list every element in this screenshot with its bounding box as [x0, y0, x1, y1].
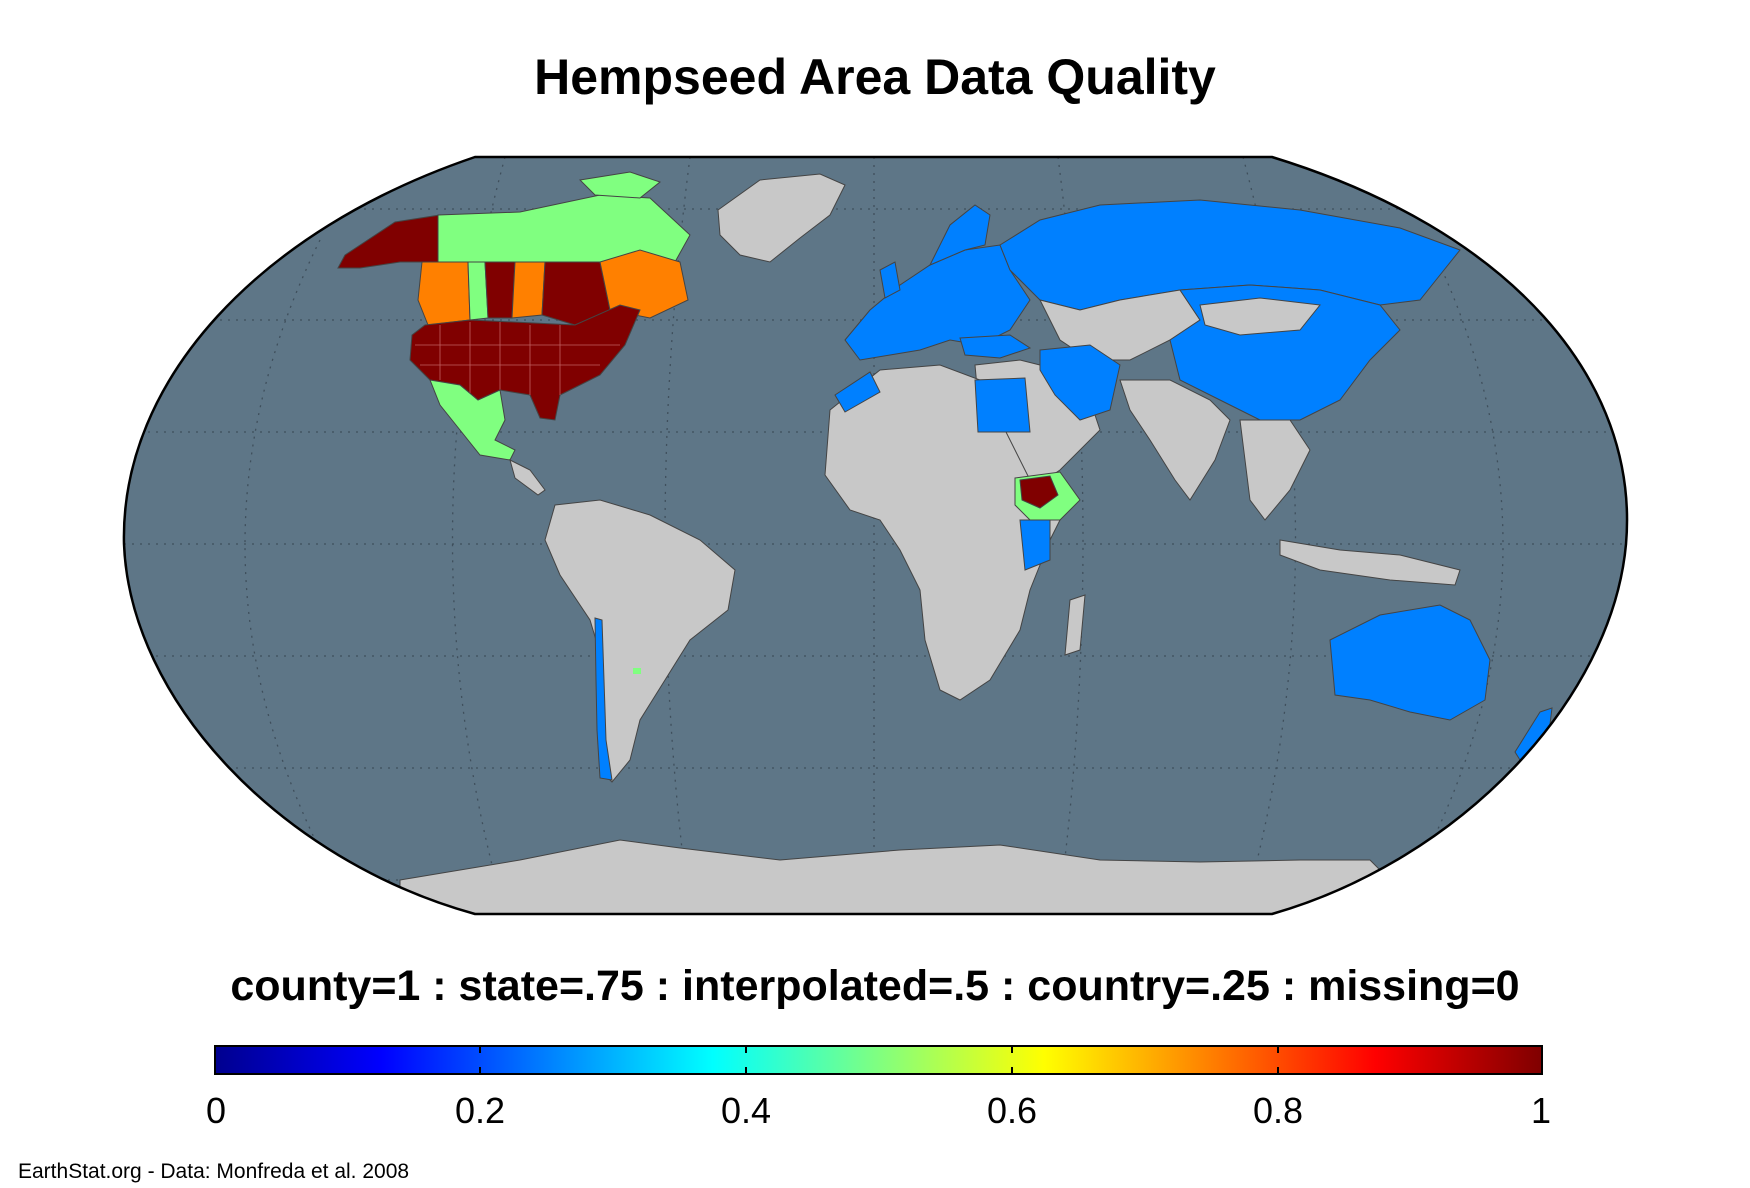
colorbar-tick-top [745, 1045, 747, 1053]
colorbar-tick-bottom [479, 1067, 481, 1075]
south-america-interp-spot [633, 668, 641, 674]
colorbar-tick-bottom [745, 1067, 747, 1075]
canada-bc [417, 261, 471, 326]
legend-caption: county=1 : state=.75 : interpolated=.5 :… [230, 962, 1520, 1010]
uk [879, 261, 901, 299]
chile [594, 617, 613, 781]
europe [844, 244, 1031, 361]
canada-manitoba [511, 261, 546, 319]
colorbar-tick-label: 0 [205, 1090, 227, 1131]
colorbar-tick-label: 0.6 [986, 1090, 1038, 1131]
mongolia [1199, 297, 1321, 336]
source-credit: EarthStat.org - Data: Monfreda et al. 20… [18, 1160, 410, 1183]
iran [1039, 344, 1121, 421]
madagascar [1064, 594, 1086, 656]
colorbar-tick-bottom [1277, 1067, 1279, 1075]
southeast-asia [1239, 419, 1311, 521]
colorbar-tick-label: 0.2 [454, 1090, 506, 1131]
scandinavia [928, 204, 991, 266]
egypt [974, 377, 1031, 433]
kenya [1019, 519, 1051, 571]
morocco [834, 371, 881, 413]
colorbar-tick-bottom [1011, 1067, 1013, 1075]
south-asia [1119, 379, 1231, 501]
mexico [429, 379, 516, 461]
turkey [959, 334, 1032, 359]
colorbar-tick-label: 0.8 [1252, 1090, 1304, 1131]
canada-sask [484, 261, 516, 319]
colorbar-tick-top [1277, 1045, 1279, 1053]
colorbar-tick-top [479, 1045, 481, 1053]
ethiopia-county [1019, 475, 1059, 509]
greenland [717, 173, 846, 263]
australia [1329, 604, 1491, 721]
colorbar-tick-label: 0.4 [720, 1090, 772, 1131]
alaska [337, 214, 441, 269]
south-america [544, 499, 736, 783]
colorbar [214, 1045, 1543, 1075]
colorbar-tick-label: 1 [1530, 1090, 1552, 1131]
map-title: Hempseed Area Data Quality [534, 49, 1216, 105]
central-america [509, 459, 546, 496]
colorbar-tick-top [1011, 1045, 1013, 1053]
canada-islands [578, 171, 662, 199]
indonesia [1279, 539, 1461, 586]
globe-border [122, 155, 1629, 916]
